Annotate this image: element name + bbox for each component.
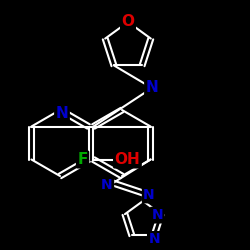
Text: N: N — [148, 232, 160, 246]
Text: O: O — [122, 14, 134, 30]
Text: N: N — [101, 178, 113, 192]
Text: N: N — [143, 188, 155, 202]
Text: F: F — [78, 152, 88, 167]
Text: OH: OH — [114, 152, 140, 167]
Text: N: N — [146, 80, 158, 96]
Text: N: N — [56, 106, 68, 120]
Text: N: N — [151, 208, 163, 222]
